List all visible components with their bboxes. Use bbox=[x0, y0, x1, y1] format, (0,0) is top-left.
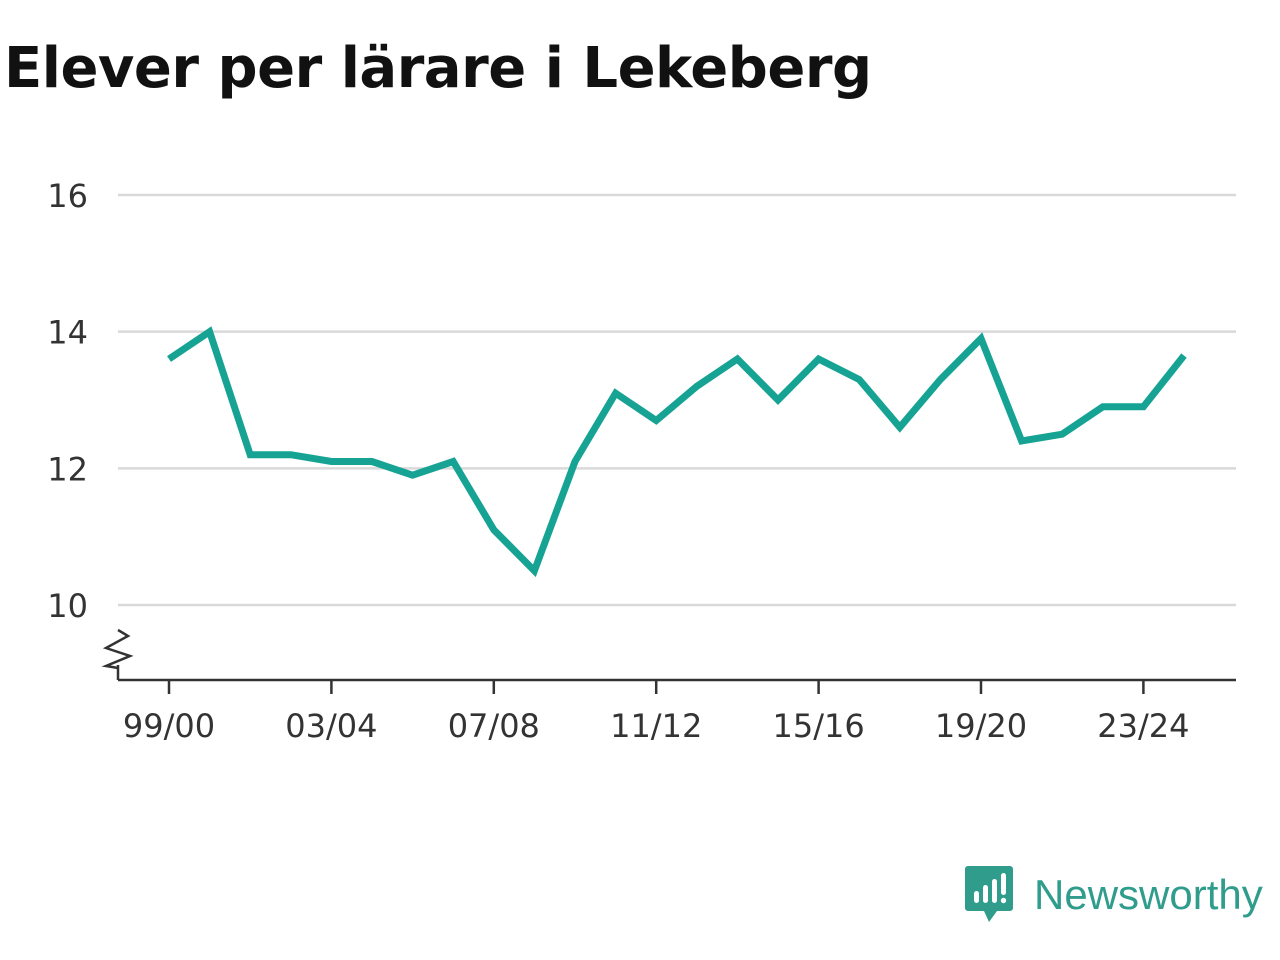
x-axis bbox=[101, 628, 1236, 682]
brand-name: Newsworthy bbox=[1034, 871, 1263, 918]
x-tick-label: 11/12 bbox=[610, 707, 702, 745]
series-line bbox=[167, 326, 1187, 578]
newsworthy-brand: Newsworthy bbox=[964, 864, 1263, 926]
y-axis-ticks: 10 12 14 16 bbox=[47, 177, 88, 625]
gridlines bbox=[118, 193, 1236, 607]
axis-break-mark bbox=[101, 628, 134, 670]
x-tick-label: 15/16 bbox=[772, 707, 864, 745]
newsworthy-logo-icon bbox=[965, 866, 1013, 922]
x-tick-label: 99/00 bbox=[123, 707, 215, 745]
y-tick-label: 12 bbox=[47, 450, 88, 488]
chart-title: Elever per lärare i Lekeberg bbox=[4, 36, 872, 101]
x-tick-label: 07/08 bbox=[448, 707, 540, 745]
y-tick-label: 14 bbox=[47, 314, 88, 352]
x-tick-label: 03/04 bbox=[285, 707, 377, 745]
x-axis-ticks: 99/00 03/04 07/08 11/12 15/16 19/20 23/24 bbox=[123, 680, 1190, 745]
y-tick-label: 16 bbox=[47, 177, 88, 215]
x-tick-label: 19/20 bbox=[935, 707, 1027, 745]
series-group bbox=[167, 326, 1187, 578]
y-tick-label: 10 bbox=[47, 587, 88, 625]
line-chart: 10 12 14 16 99/00 03/04 07/08 11/12 15/16 19/20 2… bbox=[47, 177, 1236, 745]
x-tick-label: 23/24 bbox=[1097, 707, 1189, 745]
